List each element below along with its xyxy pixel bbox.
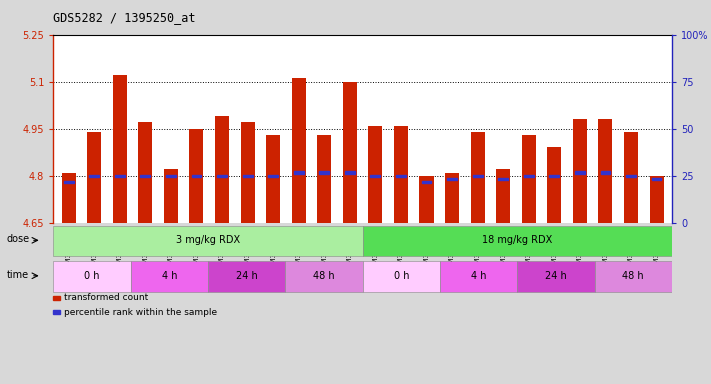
Text: 4 h: 4 h: [471, 271, 486, 281]
Bar: [215, 116, 229, 223]
Bar: [141, 175, 150, 177]
Bar: [266, 135, 280, 223]
Text: 24 h: 24 h: [236, 271, 257, 281]
Bar: [189, 129, 203, 223]
Text: GDS5282 / 1395250_at: GDS5282 / 1395250_at: [53, 12, 196, 25]
Text: 0 h: 0 h: [393, 271, 409, 281]
Text: 0 h: 0 h: [84, 271, 100, 281]
Bar: [599, 119, 612, 223]
Bar: [445, 172, 459, 223]
Bar: [208, 261, 285, 292]
Text: dose: dose: [6, 234, 29, 244]
Bar: [166, 175, 176, 177]
Bar: [396, 175, 406, 177]
Bar: [294, 171, 304, 174]
Bar: [550, 175, 560, 177]
Bar: [394, 126, 408, 223]
Bar: [115, 175, 124, 177]
Bar: [573, 119, 587, 223]
Bar: [471, 132, 485, 223]
Bar: [594, 261, 672, 292]
Bar: [626, 175, 636, 177]
Bar: [139, 122, 152, 223]
Bar: [319, 171, 329, 174]
Bar: [650, 176, 663, 223]
Bar: [601, 171, 610, 174]
Bar: [547, 147, 562, 223]
Bar: [368, 126, 383, 223]
Bar: [217, 175, 227, 177]
Bar: [522, 135, 536, 223]
Text: 4 h: 4 h: [161, 271, 177, 281]
Bar: [652, 178, 661, 180]
Bar: [419, 176, 434, 223]
Bar: [317, 135, 331, 223]
Bar: [242, 175, 252, 177]
Bar: [440, 261, 517, 292]
Bar: [363, 226, 672, 256]
Bar: [343, 82, 357, 223]
Bar: [164, 169, 178, 223]
Bar: [624, 132, 638, 223]
Bar: [517, 261, 594, 292]
Bar: [53, 226, 363, 256]
Bar: [473, 175, 483, 177]
Bar: [447, 178, 457, 180]
Text: 48 h: 48 h: [622, 271, 644, 281]
Bar: [496, 169, 510, 223]
Bar: [191, 175, 201, 177]
Bar: [64, 181, 73, 183]
Bar: [524, 175, 534, 177]
Text: 24 h: 24 h: [545, 271, 567, 281]
Bar: [285, 261, 363, 292]
Bar: [363, 261, 440, 292]
Text: time: time: [7, 270, 29, 280]
Bar: [575, 171, 584, 174]
Bar: [131, 261, 208, 292]
Bar: [240, 122, 255, 223]
Bar: [292, 78, 306, 223]
Bar: [113, 75, 127, 223]
Text: 48 h: 48 h: [313, 271, 335, 281]
Bar: [87, 132, 101, 223]
Bar: [268, 175, 278, 177]
Bar: [370, 175, 380, 177]
Bar: [422, 181, 432, 183]
Text: percentile rank within the sample: percentile rank within the sample: [64, 308, 217, 317]
Text: transformed count: transformed count: [64, 293, 148, 302]
Bar: [498, 178, 508, 180]
Text: 18 mg/kg RDX: 18 mg/kg RDX: [482, 235, 552, 245]
Bar: [90, 175, 99, 177]
Bar: [345, 171, 355, 174]
Text: 3 mg/kg RDX: 3 mg/kg RDX: [176, 235, 240, 245]
Bar: [53, 261, 131, 292]
Bar: [62, 172, 75, 223]
